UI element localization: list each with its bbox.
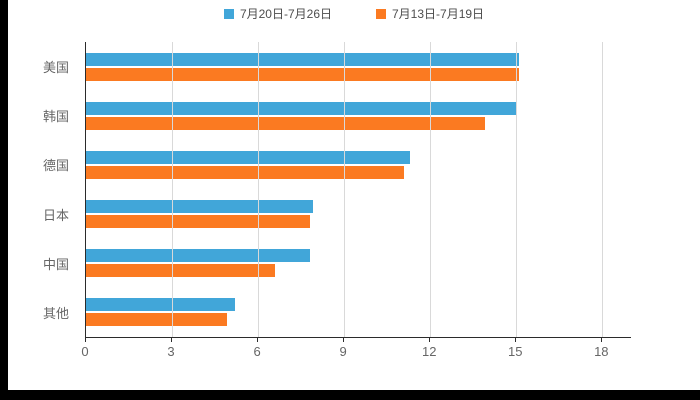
category-label: 日本: [42, 207, 69, 223]
bar[interactable]: [86, 313, 227, 327]
x-tick-mark: [429, 337, 431, 342]
bar[interactable]: [86, 200, 313, 214]
x-tick-label: 15: [508, 344, 523, 359]
x-tick-mark: [515, 337, 517, 342]
bar[interactable]: [86, 249, 310, 263]
x-tick-mark: [601, 337, 603, 342]
bar[interactable]: [86, 264, 276, 278]
chart-legend: 7月20日-7月26日 7月13日-7月19日: [8, 5, 700, 22]
x-axis: 0 3 6 9 12 15 18: [81, 337, 630, 363]
x-tick-mark: [343, 337, 345, 342]
x-tick-label: 0: [81, 344, 89, 359]
bar[interactable]: [86, 67, 520, 81]
x-tick-mark: [171, 337, 173, 342]
gridline: [344, 42, 346, 337]
bar[interactable]: [86, 116, 485, 130]
x-tick-label: 9: [339, 344, 347, 359]
x-tick-label: 3: [167, 344, 175, 359]
bar[interactable]: [86, 298, 236, 312]
category-label: 中国: [42, 256, 69, 272]
category-label: 其他: [42, 305, 69, 321]
bar-group: [86, 91, 631, 140]
gridline: [430, 42, 432, 337]
category-label: 韩国: [42, 109, 69, 125]
bar-rows: [86, 42, 631, 337]
x-tick-label: 6: [253, 344, 261, 359]
bar[interactable]: [86, 52, 520, 66]
category-label: 美国: [42, 60, 69, 76]
bar-group: [86, 190, 631, 239]
x-tick-mark: [257, 337, 259, 342]
category-label: 德国: [42, 158, 69, 174]
bar[interactable]: [86, 150, 411, 164]
chart-panel: 7月20日-7月26日 7月13日-7月19日 美国韩国德国日本中国其他 0 3 6 9…: [8, 0, 700, 390]
bar[interactable]: [86, 165, 405, 179]
plot-area: [85, 42, 631, 338]
bar-group: [86, 239, 631, 288]
legend-swatch: [223, 8, 234, 19]
x-tick-label: 18: [594, 344, 609, 359]
gridline: [258, 42, 260, 337]
legend-label: 7月13日-7月19日: [392, 7, 485, 21]
x-tick-mark: [85, 337, 86, 342]
gridline: [516, 42, 518, 337]
legend-label: 7月20日-7月26日: [239, 7, 332, 21]
bar-group: [86, 288, 631, 337]
legend-item[interactable]: 7月20日-7月26日: [223, 5, 332, 22]
bar-group: [86, 42, 631, 91]
gridline: [172, 42, 174, 337]
legend-swatch: [376, 8, 386, 19]
bar-group: [86, 140, 631, 189]
legend-item[interactable]: 7月13日-7月19日: [376, 5, 484, 22]
bar[interactable]: [86, 215, 310, 229]
gridline: [602, 42, 604, 337]
bar[interactable]: [86, 101, 517, 115]
y-axis-labels: 美国韩国德国日本中国其他: [8, 42, 78, 337]
x-tick-label: 12: [421, 344, 437, 359]
